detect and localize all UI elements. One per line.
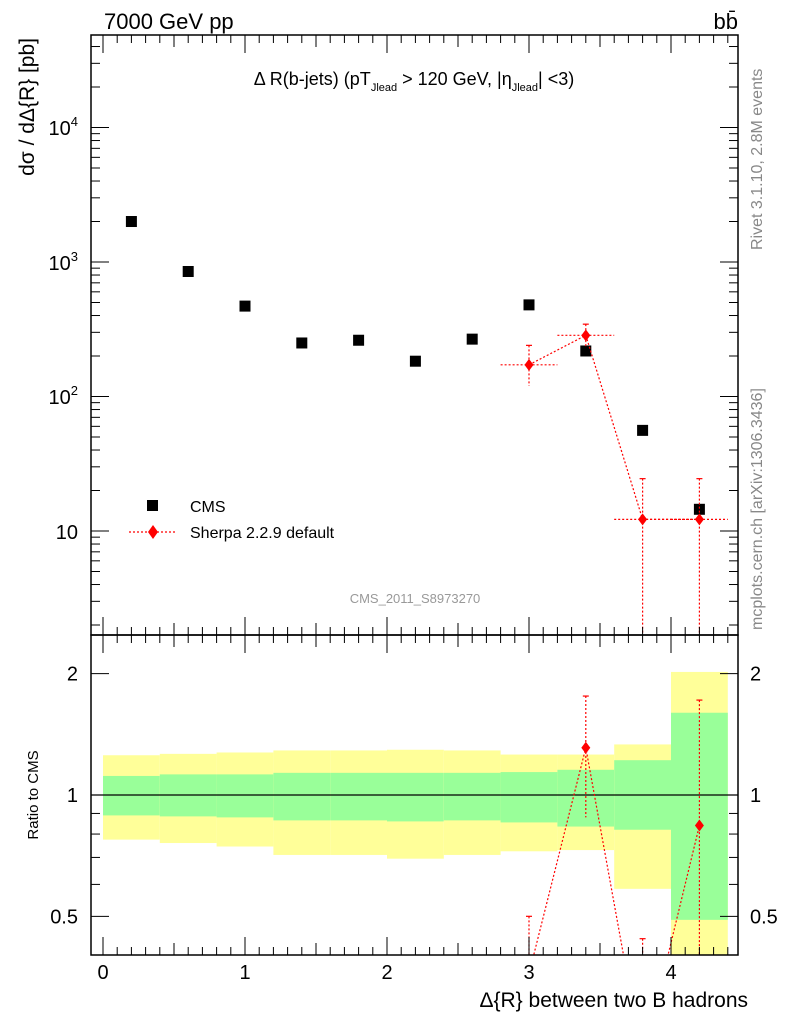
ratio-y-tick-label-right: 0.5 [750, 906, 778, 928]
rivet-version-label: Rivet 3.1.10, 2.8M events [749, 69, 766, 250]
cms-data-point [466, 333, 478, 345]
x-tick-label: 0 [97, 962, 108, 984]
cms-data-point [523, 299, 535, 311]
sherpa-data-point [581, 329, 591, 342]
ratio-sherpa-point [581, 741, 591, 754]
cms-data-point [239, 300, 251, 312]
cms-data-point [409, 355, 421, 367]
ratio-inner-band [500, 772, 558, 823]
y-tick-label-1000-exp: 3 [71, 249, 78, 264]
ratio-inner-band [330, 772, 387, 821]
legend: CMS Sherpa 2.2.9 default [129, 499, 335, 542]
ratio-y-tick-label: 1 [67, 785, 78, 807]
legend-cms-label: CMS [190, 499, 226, 516]
sherpa-data-point [694, 513, 704, 526]
y-tick-label-1000-base: 10 [49, 253, 71, 275]
chart-title-sub1: Jlead [371, 82, 397, 94]
legend-cms-marker [147, 500, 158, 511]
cms-data-point [693, 503, 705, 515]
ratio-y-tick-label-right: 1 [750, 785, 761, 807]
ratio-inner-band [443, 772, 501, 821]
legend-sherpa-label: Sherpa 2.2.9 default [190, 525, 335, 542]
y-tick-label-100: 102 [49, 383, 78, 409]
x-axis-label: Δ{R} between two B hadrons [479, 989, 748, 1012]
y-tick-label-10: 10 [56, 522, 78, 544]
y-tick-label-1000: 103 [49, 249, 78, 275]
ratio-inner-band [103, 775, 160, 816]
analysis-id-label: CMS_2011_S8973270 [350, 591, 481, 606]
cms-data-point [637, 424, 649, 436]
cms-data-point [580, 345, 592, 357]
ratio-inner-band [216, 774, 274, 818]
chart-title-end: | <3) [538, 69, 574, 89]
ratio-y-tick-label-right: 2 [750, 664, 761, 686]
ratio-sherpa-line [533, 747, 700, 955]
chart-title-sub2: Jlead [512, 82, 538, 94]
chart-title-main: Δ R(b-jets) (pT [254, 69, 371, 89]
cms-data-point [353, 334, 365, 346]
cms-data-point [125, 216, 137, 228]
ratio-plot-frame [90, 634, 739, 956]
main-y-axis-label: dσ / dΔ{R} [pb] [16, 38, 39, 176]
mcplots-site-label: mcplots.cern.ch [arXiv:1306.3436] [749, 388, 766, 630]
main-plot-frame [90, 34, 739, 636]
ratio-y-tick-label: 0.5 [50, 906, 78, 928]
x-tick-label: 1 [239, 962, 250, 984]
y-tick-label-10000: 104 [49, 114, 78, 140]
ratio-panel: 0.5 0.5 1 1 2 2 0 1 2 3 4 Ratio to CMS Δ{R} betwee… [25, 634, 778, 1012]
y-tick-label-100-exp: 2 [71, 383, 78, 398]
ratio-y-axis-label: Ratio to CMS [25, 750, 42, 839]
sherpa-line [528, 334, 700, 520]
legend-sherpa-marker [148, 525, 158, 539]
x-tick-label: 2 [381, 962, 392, 984]
y-tick-label-100-base: 10 [49, 387, 71, 409]
ratio-sherpa-point [694, 819, 704, 832]
x-tick-label: 4 [665, 962, 676, 984]
y-tick-label-10000-base: 10 [49, 118, 71, 140]
ratio-inner-band [387, 772, 444, 822]
process-label: bb̄ [714, 9, 738, 34]
sherpa-data-point [524, 358, 534, 371]
chart-title-mid: > 120 GeV, |η [397, 69, 512, 89]
energy-label: 7000 GeV pp [104, 9, 234, 34]
ratio-inner-band [557, 769, 615, 827]
ratio-inner-band [273, 772, 331, 821]
y-tick-label-10000-exp: 4 [71, 114, 78, 129]
ratio-y-tick-label: 2 [67, 664, 78, 686]
cms-data-point [182, 265, 194, 277]
cms-data-point [296, 337, 308, 349]
chart-title: Δ R(b-jets) (pTJlead > 120 GeV, |ηJlead|… [254, 69, 574, 94]
main-panel: Δ R(b-jets) (pTJlead > 120 GeV, |ηJlead|… [16, 34, 739, 636]
sherpa-data-point [638, 513, 648, 526]
x-tick-label: 3 [523, 962, 534, 984]
